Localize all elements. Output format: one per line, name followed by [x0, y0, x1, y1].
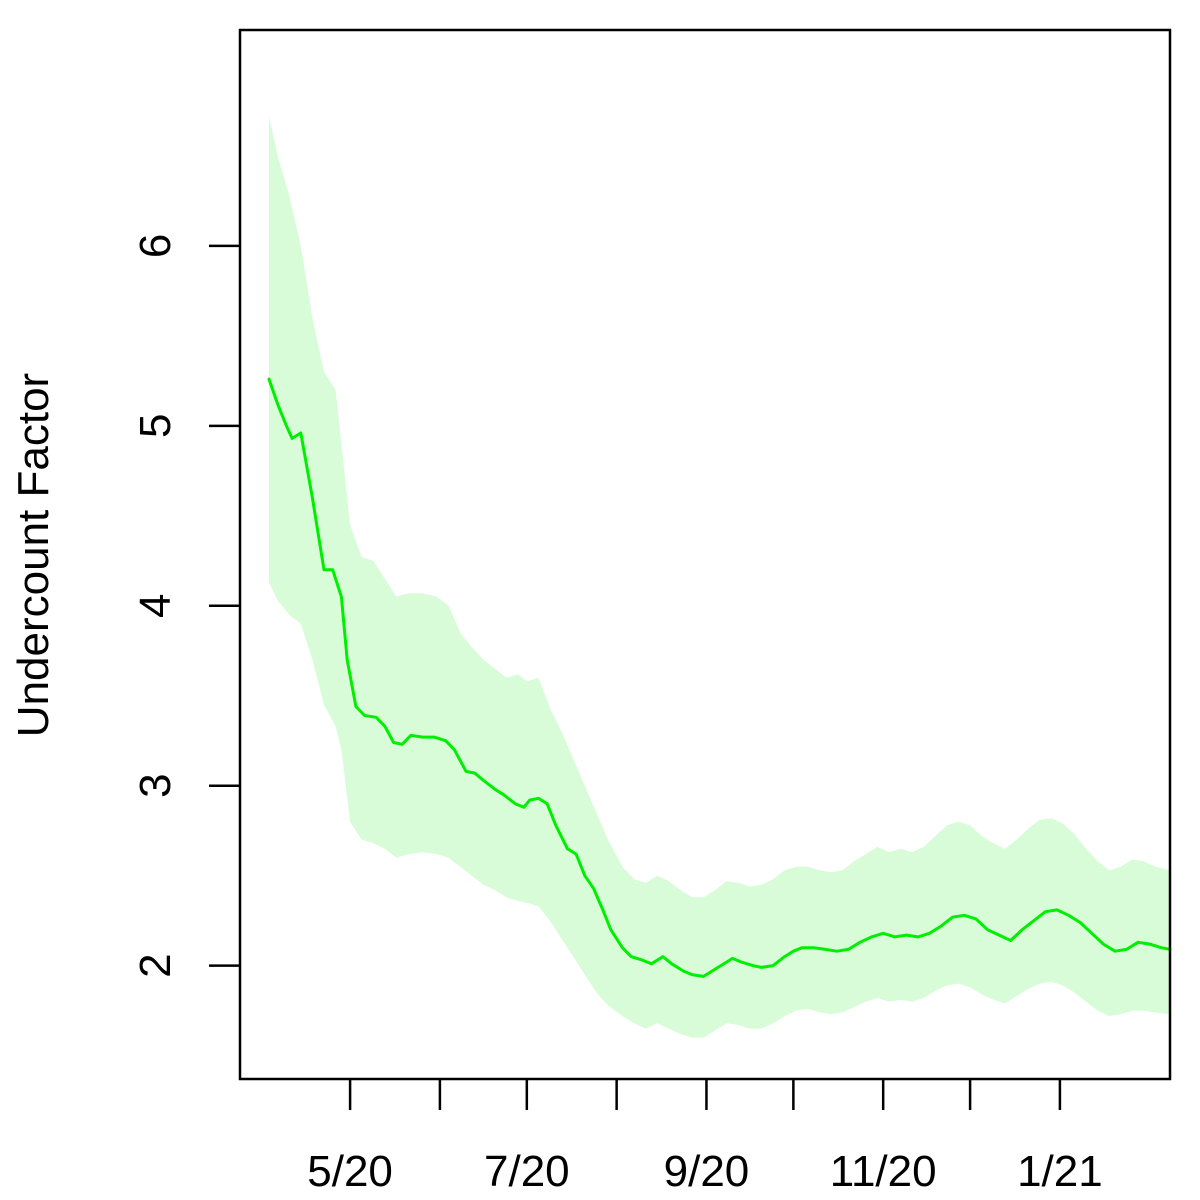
y-tick-label: 2 — [131, 953, 180, 977]
confidence-band-layer — [269, 116, 1170, 1038]
y-axis-title: Undercount Factor — [9, 373, 58, 737]
y-tick-label: 5 — [131, 414, 180, 438]
x-tick-label: 5/20 — [307, 1147, 393, 1196]
x-tick-label: 7/20 — [484, 1147, 570, 1196]
undercount-line — [267, 377, 1172, 978]
x-tick-label: 9/20 — [664, 1147, 750, 1196]
x-tick-label: 11/20 — [830, 1147, 937, 1196]
y-axis: 2 3 4 5 6 — [131, 234, 240, 978]
x-tick-label: 1/21 — [1017, 1147, 1103, 1196]
confidence-band — [269, 116, 1170, 1038]
y-tick-label: 3 — [131, 773, 180, 797]
y-tick-label: 6 — [131, 234, 180, 258]
plot-frame — [238, 28, 1172, 1081]
x-axis: 5/20 7/20 9/20 11/20 1/21 — [307, 1079, 1103, 1196]
y-tick-label: 4 — [131, 594, 180, 618]
undercount-line-layer — [267, 377, 1172, 978]
